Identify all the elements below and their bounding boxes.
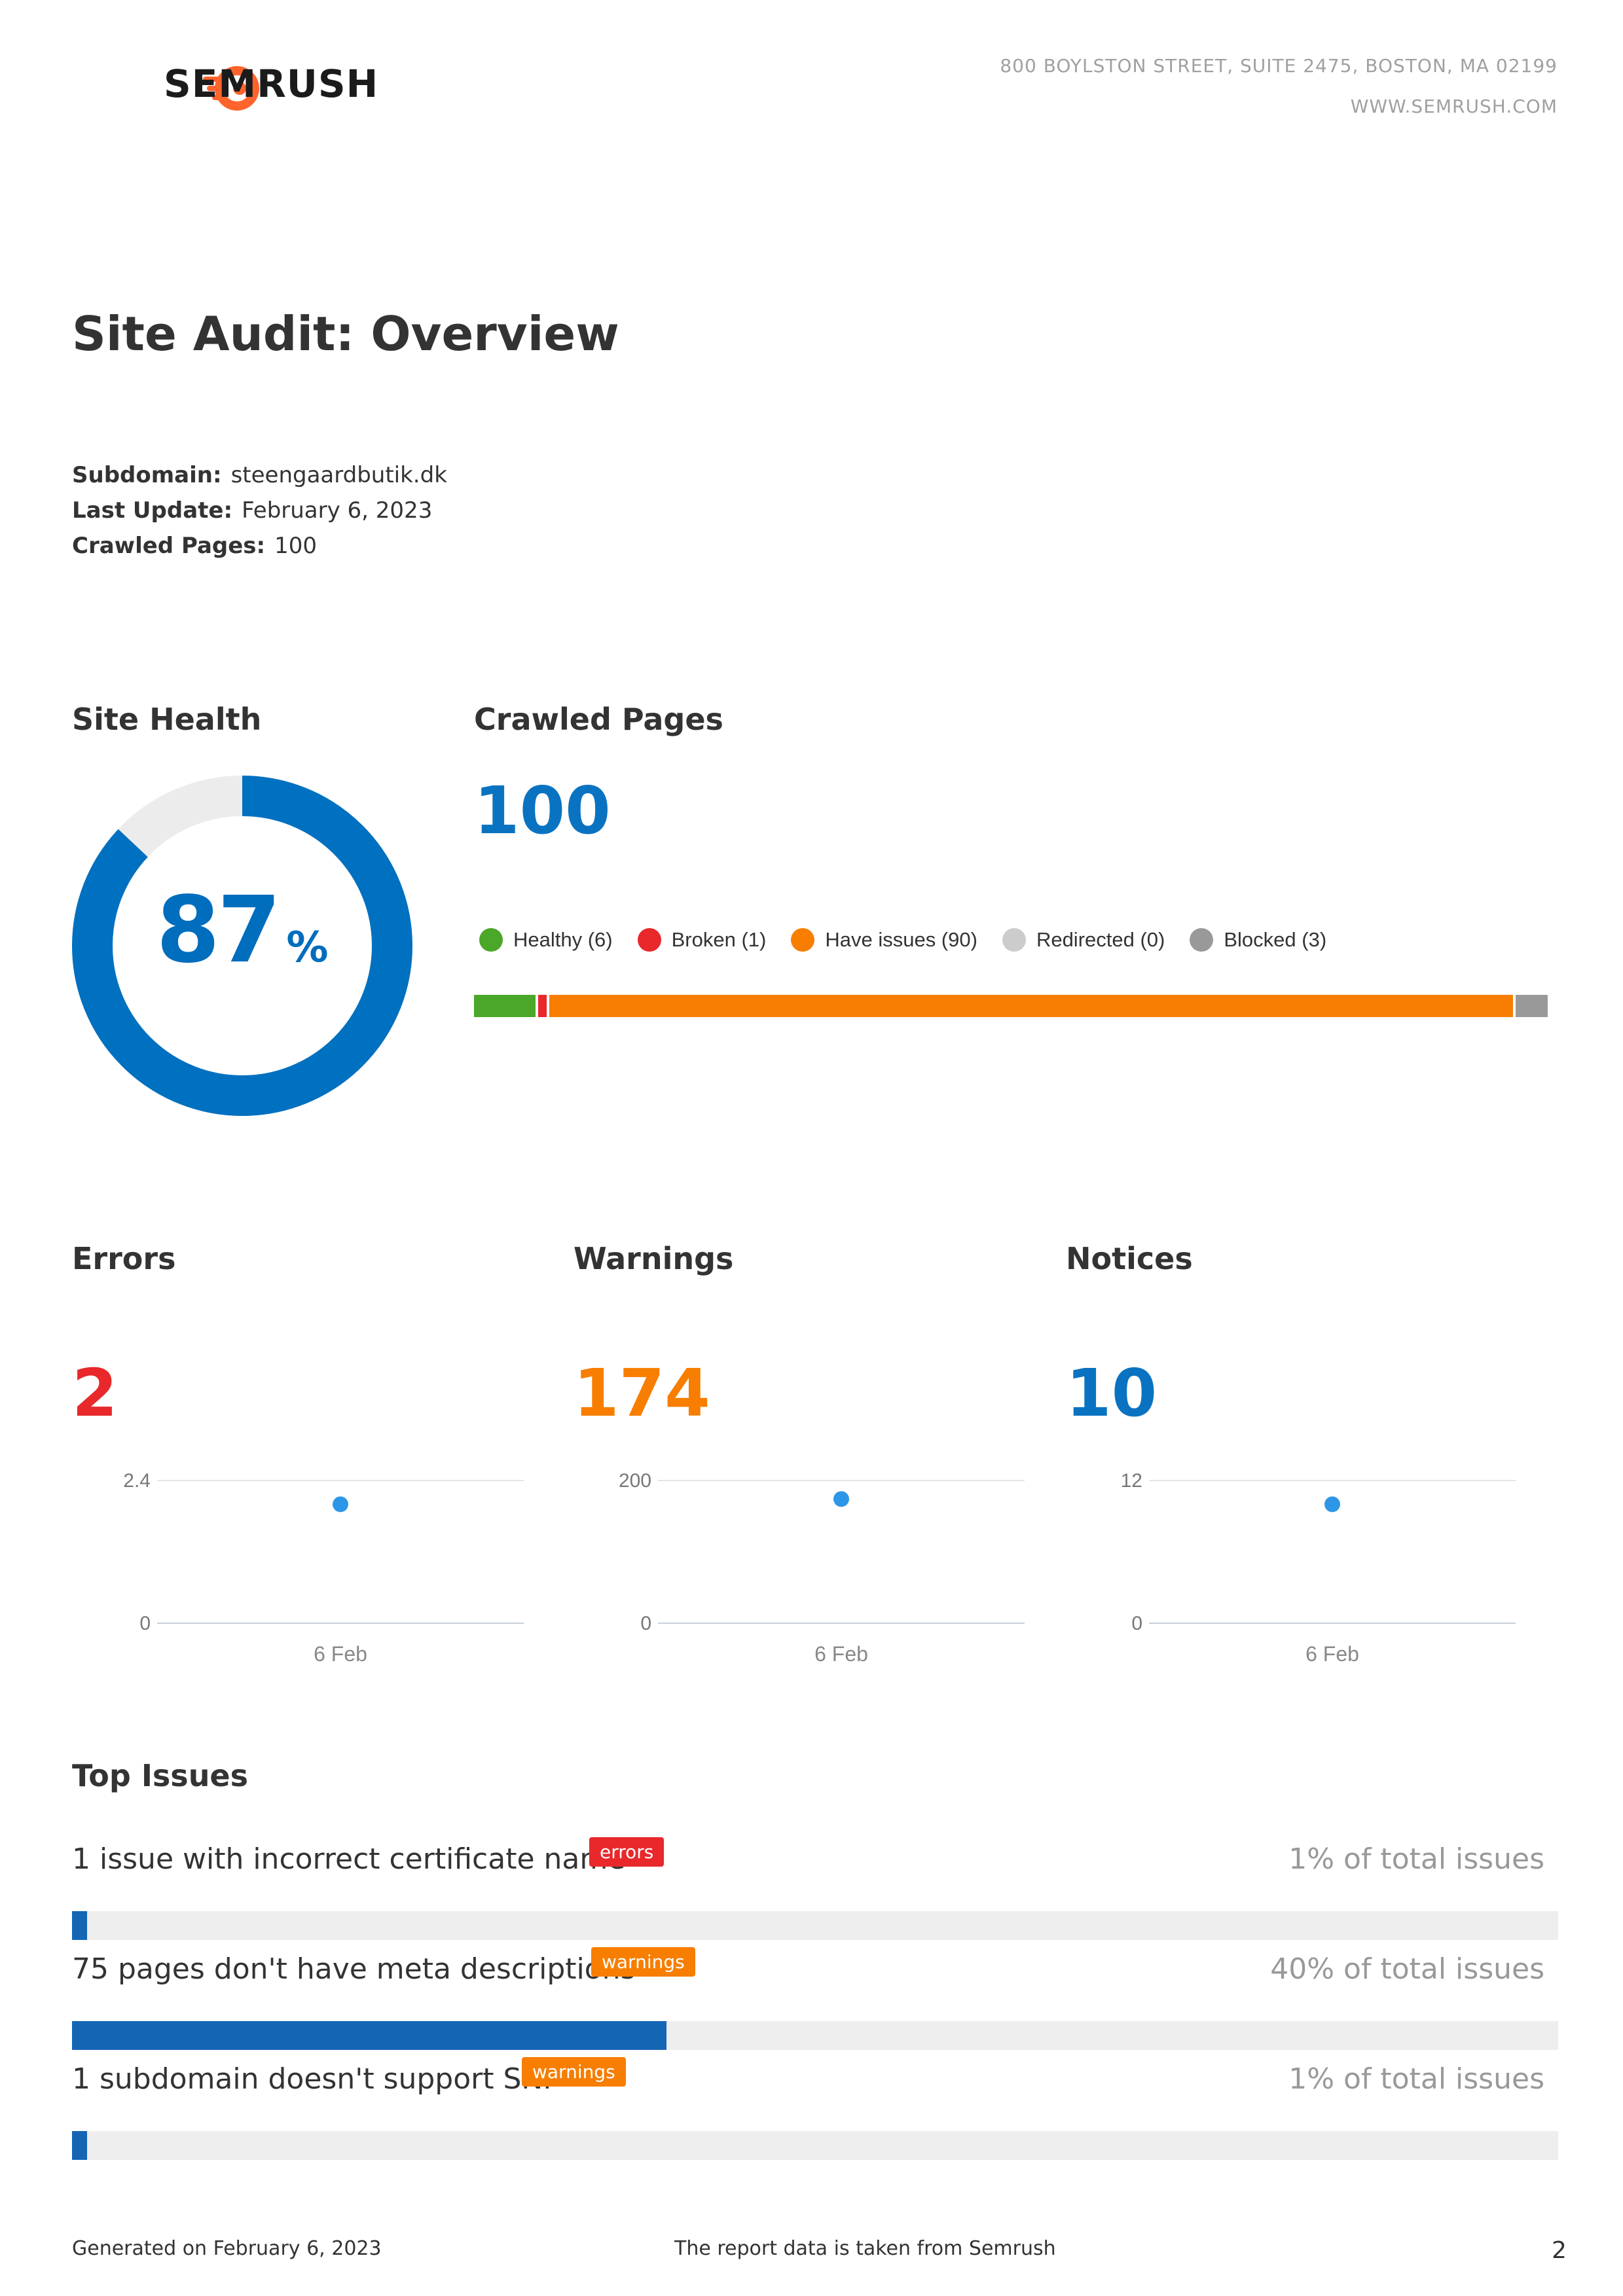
legend-item: Healthy (6) (479, 928, 613, 952)
meta-crawled-label: Crawled Pages: (72, 533, 266, 559)
site-health-donut (72, 776, 412, 1116)
issue-progress-track (72, 2131, 1558, 2160)
notices-trend-chart: 12 0 6 Feb (1121, 1470, 1516, 1666)
brand-name: SEMRUSH (164, 62, 379, 106)
errors-trend-chart: 2.4 0 6 Feb (123, 1470, 524, 1666)
site-health-unit: % (286, 924, 329, 972)
meta-last-update: Last Update: February 6, 2023 (72, 497, 432, 524)
y-tick-label: 2.4 (123, 1470, 151, 1492)
legend-item: Have issues (90) (791, 928, 977, 952)
notices-heading: Notices (1066, 1241, 1193, 1276)
crawled-pages-total: 100 (474, 772, 611, 849)
legend-dot-icon (791, 928, 815, 952)
meta-subdomain-label: Subdomain: (72, 462, 222, 488)
issue-label[interactable]: 75 pages don't have meta descriptions (72, 1952, 636, 1986)
company-address: 800 BOYLSTON STREET, SUITE 2475, BOSTON,… (1000, 55, 1558, 77)
errors-count: 2 (72, 1355, 118, 1431)
donut-progress-arc (72, 776, 412, 1116)
legend-label: Broken (1) (671, 928, 767, 951)
legend-dot-icon (1002, 928, 1026, 952)
notices-count: 10 (1066, 1355, 1158, 1431)
warnings-count: 174 (574, 1355, 710, 1431)
issue-percent: 1% of total issues (1288, 2062, 1544, 2096)
semrush-logo-icon (203, 66, 260, 111)
issue-percent: 1% of total issues (1288, 1842, 1544, 1876)
y-tick-label: 0 (640, 1613, 651, 1634)
issue-severity-badge: warnings (522, 2057, 626, 2087)
footer-generated-date: Generated on February 6, 2023 (72, 2237, 382, 2260)
site-health-heading: Site Health (72, 702, 262, 737)
issue-severity-badge: warnings (591, 1947, 695, 1977)
warnings-heading: Warnings (574, 1241, 734, 1276)
meta-last-update-value: February 6, 2023 (242, 497, 433, 524)
legend-dot-icon (637, 928, 661, 952)
issue-percent: 40% of total issues (1270, 1952, 1544, 1986)
y-tick-label: 0 (139, 1613, 151, 1634)
meta-last-update-label: Last Update: (72, 497, 233, 524)
legend-dot-icon (1190, 928, 1214, 952)
errors-heading: Errors (72, 1241, 176, 1276)
stacked-bar-segment (474, 995, 539, 1017)
page-number: 2 (1552, 2237, 1567, 2264)
y-tick-label: 0 (1131, 1613, 1142, 1634)
legend-item: Blocked (3) (1190, 928, 1326, 952)
legend-label: Redirected (0) (1036, 928, 1165, 951)
issue-progress-track (72, 1911, 1558, 1940)
crawled-pages-stacked-bar (474, 995, 1548, 1017)
stacked-bar-segment (538, 995, 549, 1017)
site-health-value: 87% (72, 877, 412, 984)
issue-progress-fill (72, 2021, 666, 2050)
legend-label: Have issues (90) (825, 928, 977, 951)
y-tick-label: 200 (619, 1470, 651, 1492)
data-point (1324, 1496, 1340, 1513)
meta-crawled-value: 100 (274, 533, 318, 559)
issue-progress-fill (72, 1911, 87, 1940)
stacked-bar-segment (1515, 995, 1548, 1017)
data-point (833, 1491, 849, 1507)
issue-label[interactable]: 1 issue with incorrect certificate name (72, 1842, 626, 1876)
meta-subdomain: Subdomain: steengaardbutik.dk (72, 462, 447, 488)
y-tick-label: 12 (1121, 1470, 1142, 1492)
footer-data-source: The report data is taken from Semrush (674, 2237, 1056, 2260)
x-tick-label: 6 Feb (814, 1642, 868, 1666)
data-point (333, 1496, 348, 1513)
crawled-pages-heading: Crawled Pages (474, 702, 723, 737)
crawled-pages-legend: Healthy (6) Broken (1) Have issues (90) Red… (479, 928, 1351, 952)
x-tick-label: 6 Feb (314, 1642, 367, 1666)
issue-progress-track (72, 2021, 1558, 2050)
site-health-number: 87 (156, 877, 282, 984)
meta-subdomain-value: steengaardbutik.dk (230, 462, 447, 488)
legend-label: Blocked (3) (1224, 928, 1327, 951)
warnings-trend-chart: 200 0 6 Feb (619, 1470, 1025, 1666)
issue-label[interactable]: 1 subdomain doesn't support SNI (72, 2062, 552, 2096)
issue-progress-fill (72, 2131, 87, 2160)
issue-severity-badge: errors (589, 1837, 665, 1867)
meta-crawled-pages: Crawled Pages: 100 (72, 533, 317, 559)
stacked-bar-segment (549, 995, 1516, 1017)
page-title: Site Audit: Overview (72, 306, 619, 361)
legend-item: Redirected (0) (1002, 928, 1165, 952)
legend-label: Healthy (6) (513, 928, 613, 951)
top-issues-heading: Top Issues (72, 1758, 249, 1793)
legend-item: Broken (1) (637, 928, 767, 952)
legend-dot-icon (479, 928, 503, 952)
company-website[interactable]: WWW.SEMRUSH.COM (1350, 96, 1558, 117)
x-tick-label: 6 Feb (1305, 1642, 1359, 1666)
